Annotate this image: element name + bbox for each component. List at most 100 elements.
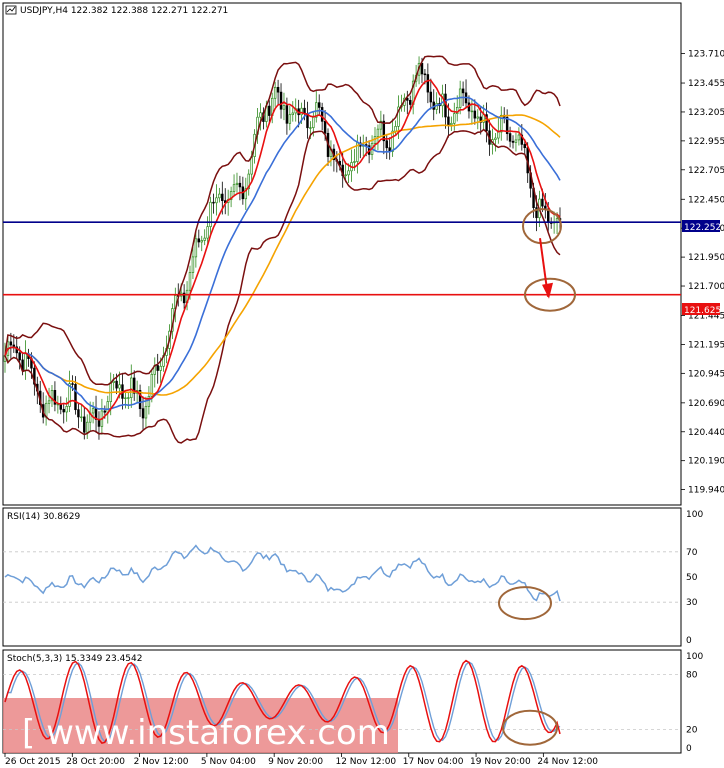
watermark-text: [ www.instaforex.com ] (22, 713, 414, 753)
candle (130, 364, 133, 408)
stoch-signal-line (4, 661, 561, 743)
candle-body (382, 120, 386, 142)
rsi-axis: 100 70 50 30 0 (686, 510, 703, 646)
candle-body (406, 97, 409, 101)
candle-body (221, 193, 224, 201)
candle (247, 169, 250, 196)
candle-body (268, 105, 271, 116)
candle-body (429, 91, 433, 103)
candle-body (320, 107, 324, 122)
candle-body (83, 416, 86, 433)
candle-body (300, 107, 303, 116)
candle (485, 102, 488, 143)
candle-body (285, 105, 289, 124)
candle (65, 397, 68, 422)
candle-body (244, 188, 248, 200)
candle (229, 186, 233, 208)
candle-body (33, 367, 36, 385)
highlight-circle-current (522, 208, 562, 245)
candle-body (317, 102, 321, 108)
stoch-tick-label: 100 (686, 652, 703, 662)
time-tick-label: 17 Nov 04:00 (403, 757, 464, 767)
price-tick-label: 123.205 (688, 108, 724, 118)
candle-body (353, 161, 356, 163)
candle (156, 353, 159, 384)
candle (47, 387, 51, 414)
candle (218, 187, 221, 203)
time-axis: 26 Oct 2015 28 Oct 20:00 2 Nov 12:00 5 Nov … (4, 753, 598, 767)
candle-body (391, 130, 394, 152)
candle-body (323, 120, 327, 134)
candle-body (409, 99, 412, 105)
candle-body (203, 237, 206, 241)
candle (244, 177, 248, 210)
price-tick-label: 121.195 (688, 340, 724, 350)
rsi-panel-frame (2, 507, 682, 647)
bollinger-lower-line (4, 128, 561, 444)
candle-body (118, 384, 121, 389)
stoch-header: Stoch(5,3,3) 15.3349 23.4542 (7, 654, 142, 664)
price-tick-label: 122.955 (688, 137, 724, 147)
stoch-tick-label: 20 (686, 726, 698, 736)
candle (209, 196, 212, 235)
candle-body (115, 380, 118, 389)
candle (426, 63, 430, 104)
time-tick-label: 5 Nov 04:00 (201, 757, 256, 767)
price-tick-label: 123.710 (688, 50, 724, 60)
rsi-tick-label: 0 (686, 636, 692, 646)
chart-type-icon (5, 5, 17, 15)
candle-body (106, 401, 110, 413)
price-tick-label: 120.440 (688, 428, 724, 438)
support-price-tag: 122.252 (682, 220, 721, 233)
candle-body (485, 114, 488, 132)
candle (200, 235, 203, 252)
candle (473, 99, 477, 125)
main-panel-frame (2, 2, 682, 506)
svg-text:121.625: 121.625 (684, 306, 721, 316)
candle (500, 106, 503, 141)
candle-body (479, 116, 482, 123)
candle (144, 396, 148, 428)
price-tick-label: 121.445 (688, 312, 724, 322)
candle-body (291, 112, 295, 116)
candle (68, 370, 71, 412)
candle (470, 98, 474, 125)
candle-body (212, 201, 215, 204)
candle-body (127, 397, 130, 399)
candle-body (68, 383, 71, 407)
candle-body (130, 377, 133, 398)
candle-body (315, 102, 318, 118)
candle-body (426, 74, 430, 93)
candle-body (85, 421, 89, 433)
candle-body (394, 126, 397, 132)
candle-body (508, 133, 512, 142)
candle-body (420, 62, 424, 75)
candle (215, 184, 218, 216)
candle-body (194, 238, 198, 258)
price-tick-label: 122.450 (688, 195, 724, 205)
candle-body (191, 256, 195, 273)
candle-body (279, 91, 283, 110)
candle-body (80, 416, 83, 419)
candle (450, 116, 453, 131)
candle-body (250, 156, 253, 175)
candle (385, 133, 388, 160)
stoch-axis: 100 80 20 0 (686, 652, 703, 754)
candle-body (397, 106, 400, 127)
candle-body (505, 116, 509, 134)
svg-text:122.252: 122.252 (684, 223, 721, 233)
price-tick-label: 120.690 (688, 399, 724, 409)
candle-body (74, 384, 77, 411)
time-tick-label: 9 Nov 20:00 (268, 757, 323, 767)
candle (279, 83, 283, 119)
time-tick-label: 24 Nov 12:00 (537, 757, 598, 767)
candle-body (247, 173, 250, 190)
candle (235, 172, 239, 193)
candle (132, 370, 136, 401)
candle (33, 361, 36, 396)
candle-body (24, 353, 27, 371)
highlight-circle-stoch (502, 709, 558, 746)
candle-body (476, 116, 480, 119)
candle-body (65, 406, 68, 413)
candle-body (150, 373, 154, 397)
